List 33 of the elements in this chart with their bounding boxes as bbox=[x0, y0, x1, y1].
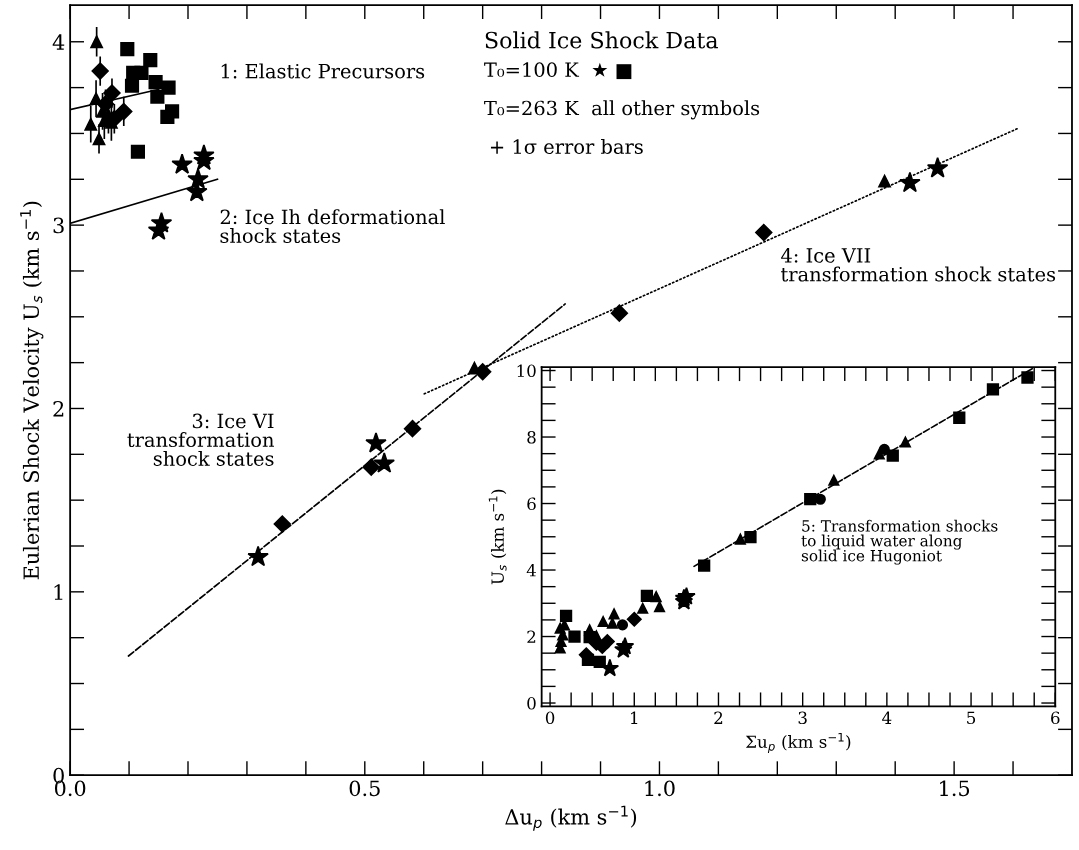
x-tick-label: 0 bbox=[545, 711, 555, 725]
annotation: Solid Ice Shock Data bbox=[485, 31, 718, 49]
x-axis-title: Δu$_{p}$ (km s$^{−1}$) bbox=[505, 805, 637, 831]
y-tick-label: 6 bbox=[527, 497, 536, 511]
x-tick-label: 2 bbox=[714, 711, 723, 724]
annotation: 4: Ice VII transformation shock states bbox=[781, 248, 1056, 282]
y-tick-label: 2 bbox=[53, 400, 64, 417]
y-tick-label: 3 bbox=[53, 217, 64, 234]
annotation: 5: Transformation shocks to liquid water along solid ice Hugoniot bbox=[801, 519, 998, 565]
x-tick-label: 6 bbox=[1051, 711, 1060, 725]
y-tick-label: 1 bbox=[54, 584, 63, 600]
x-tick-label: 4 bbox=[882, 711, 892, 724]
y-tick-label: 2 bbox=[527, 630, 536, 643]
annotation: 3: Ice VI transformation shock states bbox=[127, 413, 274, 466]
y-tick-label: 4 bbox=[52, 34, 65, 50]
x-tick-label: 1 bbox=[631, 711, 638, 724]
x-tick-label: 1.0 bbox=[645, 780, 675, 797]
x-tick-label: 1.5 bbox=[940, 780, 970, 797]
y-tick-label: 0 bbox=[527, 696, 536, 710]
annotation: 2: Ice Ih deformational shock states bbox=[220, 209, 445, 244]
x-tick-label: 0.5 bbox=[349, 780, 380, 797]
x-tick-label: 5 bbox=[967, 711, 976, 725]
annotation: T₀=263 K all other symbols bbox=[484, 100, 760, 120]
y-axis-title: U$_{s}$ (km s$^{−1}$) bbox=[488, 489, 507, 585]
y-axis-title: Eulerian Shock Velocity U$_{s}$ (km s$^{−1}$) bbox=[20, 201, 44, 580]
x-axis-title: Σu$_{p}$ (km s$^{−1}$) bbox=[745, 732, 851, 753]
annotation: + 1σ error bars bbox=[490, 138, 643, 154]
y-tick-label: 10 bbox=[517, 364, 536, 378]
y-tick-label: 8 bbox=[527, 430, 536, 444]
annotation: 1: Elastic Precursors bbox=[221, 63, 425, 79]
y-tick-label: 4 bbox=[526, 563, 536, 577]
x-tick-label: 3 bbox=[798, 711, 807, 725]
annotation: T₀=100 K ★ ■ bbox=[484, 62, 632, 80]
